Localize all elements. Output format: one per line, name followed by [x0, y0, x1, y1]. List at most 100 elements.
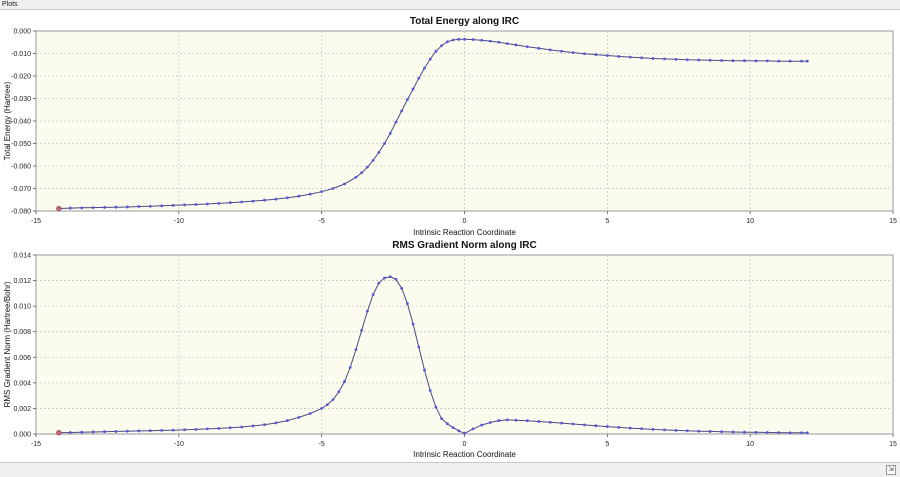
data-point[interactable] [360, 171, 364, 175]
data-point[interactable] [183, 428, 186, 432]
data-point[interactable] [663, 57, 666, 61]
data-point[interactable] [640, 56, 644, 60]
data-point[interactable] [674, 57, 678, 61]
data-point[interactable] [594, 53, 598, 57]
data-point[interactable] [731, 430, 735, 434]
data-point[interactable] [354, 348, 358, 352]
plots-canvas[interactable]: Total Energy along IRC -15 -10 -5 0 5 10 15 0.00… [0, 10, 900, 462]
data-point[interactable] [308, 412, 312, 415]
data-point[interactable] [440, 417, 444, 421]
data-point[interactable] [251, 424, 255, 428]
data-point[interactable] [383, 276, 386, 280]
data-point[interactable] [285, 419, 289, 422]
resize-grip-icon[interactable]: ⇲ [886, 465, 896, 475]
data-point[interactable] [423, 368, 426, 372]
data-point[interactable] [697, 429, 701, 433]
data-point[interactable] [471, 427, 475, 431]
data-point[interactable] [417, 345, 421, 349]
data-point[interactable] [240, 425, 244, 429]
data-point[interactable] [194, 427, 198, 431]
data-point[interactable] [708, 430, 712, 433]
data-point[interactable] [343, 380, 346, 383]
data-point[interactable] [628, 55, 632, 59]
data-point[interactable] [411, 87, 415, 91]
data-point[interactable] [400, 109, 404, 113]
data-point[interactable] [263, 198, 266, 202]
data-point[interactable] [445, 422, 449, 426]
data-point[interactable] [445, 40, 449, 44]
data-point[interactable] [514, 418, 518, 422]
data-point[interactable] [777, 59, 781, 63]
data-point[interactable] [617, 55, 621, 58]
data-point[interactable] [217, 201, 221, 205]
data-point[interactable] [148, 429, 152, 433]
data-point[interactable] [651, 427, 655, 431]
data-point[interactable] [411, 322, 415, 326]
data-point[interactable] [685, 429, 689, 433]
data-point[interactable] [194, 203, 198, 206]
data-point[interactable] [505, 418, 509, 422]
data-point[interactable] [720, 430, 723, 434]
data-point[interactable] [731, 59, 735, 63]
data-point[interactable] [451, 426, 455, 430]
data-point[interactable] [148, 204, 152, 208]
data-point[interactable] [428, 389, 432, 392]
data-point[interactable] [754, 430, 758, 434]
data-point[interactable] [103, 206, 106, 209]
data-point[interactable] [560, 49, 564, 53]
data-point[interactable] [800, 431, 803, 435]
data-point[interactable] [240, 200, 244, 204]
data-point[interactable] [377, 281, 381, 285]
data-point[interactable] [348, 366, 352, 369]
data-point[interactable] [91, 206, 95, 210]
data-point[interactable] [354, 175, 358, 179]
data-point[interactable] [206, 202, 209, 206]
data-point[interactable] [800, 59, 803, 63]
data-point[interactable] [320, 190, 324, 194]
data-point[interactable] [297, 415, 301, 419]
data-point[interactable] [114, 430, 118, 433]
data-point[interactable] [617, 425, 621, 429]
data-point[interactable] [480, 423, 484, 427]
data-point[interactable] [331, 187, 335, 190]
data-point[interactable] [805, 431, 809, 435]
data-point[interactable] [754, 59, 758, 63]
data-point[interactable] [434, 49, 438, 53]
data-point[interactable] [805, 59, 809, 63]
data-point[interactable] [497, 419, 501, 422]
data-point[interactable] [440, 44, 444, 48]
data-point[interactable] [263, 423, 266, 427]
data-point[interactable] [137, 429, 141, 433]
data-point[interactable] [68, 206, 72, 210]
data-point[interactable] [583, 423, 586, 427]
data-point[interactable] [228, 201, 232, 205]
data-point[interactable] [423, 66, 426, 70]
data-point[interactable] [343, 182, 346, 186]
data-point[interactable] [463, 37, 466, 41]
data-point[interactable] [56, 205, 62, 212]
data-point[interactable] [160, 429, 164, 432]
data-point[interactable] [337, 390, 341, 394]
data-point[interactable] [103, 430, 106, 434]
data-point[interactable] [126, 429, 129, 433]
data-point[interactable] [743, 59, 746, 63]
data-point[interactable] [217, 426, 221, 430]
data-point[interactable] [628, 426, 632, 430]
data-point[interactable] [488, 421, 492, 424]
data-point[interactable] [457, 429, 461, 433]
data-point[interactable] [571, 422, 575, 426]
data-point[interactable] [285, 196, 289, 200]
data-point[interactable] [560, 421, 564, 425]
data-point[interactable] [160, 204, 164, 208]
data-point[interactable] [525, 45, 529, 49]
data-point[interactable] [394, 120, 398, 124]
data-point[interactable] [80, 430, 84, 434]
data-point[interactable] [514, 43, 518, 47]
data-point[interactable] [297, 194, 301, 198]
data-point[interactable] [114, 205, 118, 209]
data-point[interactable] [488, 39, 492, 43]
data-point[interactable] [497, 40, 501, 44]
data-point[interactable] [171, 203, 175, 207]
data-point[interactable] [388, 131, 392, 135]
data-point[interactable] [765, 59, 769, 63]
